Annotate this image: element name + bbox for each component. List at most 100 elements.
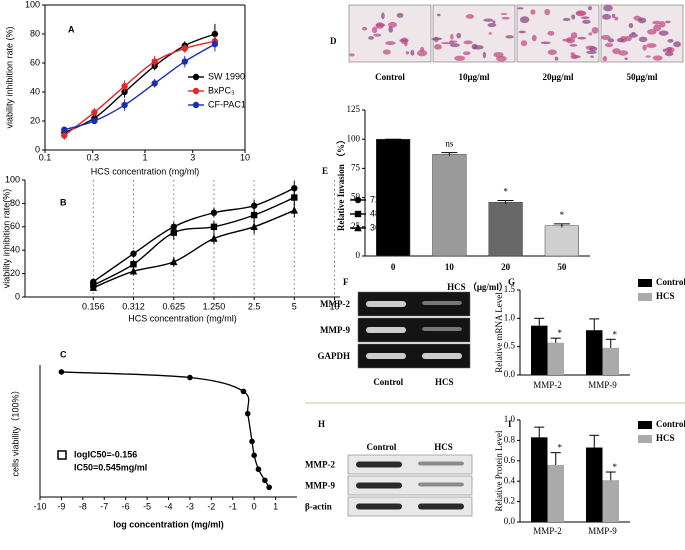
panel-letter: B (60, 197, 67, 207)
y-tick-label: 60 (30, 57, 40, 67)
marker (250, 222, 258, 230)
row-label: MMP-2 (305, 460, 335, 470)
caption: 10μg/ml (458, 72, 490, 82)
x-tick-label: -4 (164, 501, 172, 511)
bar (531, 437, 548, 522)
cell (471, 43, 478, 50)
cell (611, 13, 616, 19)
cell (431, 37, 443, 41)
column-label: HCS (435, 377, 454, 387)
panel-letter: E (322, 166, 328, 176)
y-tick-label: 0.8 (504, 434, 516, 444)
marker (130, 250, 137, 257)
y-tick-label: 0.6 (504, 455, 516, 465)
cell (531, 34, 537, 42)
cell (590, 55, 594, 58)
cell (607, 38, 615, 43)
x-tick-label: 10 (445, 262, 455, 272)
legend-label: BxPC₃ (208, 85, 235, 95)
cell (544, 8, 551, 16)
cell (628, 22, 634, 29)
x-tick-label: 1 (142, 152, 147, 162)
legend-label: HCS (656, 433, 675, 443)
bar (547, 342, 564, 375)
cell (519, 16, 530, 24)
cell (500, 13, 508, 16)
panel-letter: A (68, 24, 75, 34)
cell (662, 48, 667, 52)
cell (416, 49, 428, 57)
y-tick-label: 100 (5, 174, 20, 184)
y-tick-label: 40 (10, 245, 20, 255)
y-tick-label: 25 (351, 221, 361, 231)
x-tick-label: -10 (33, 501, 46, 511)
y-tick-label: 0.0 (504, 369, 516, 379)
marker (291, 194, 298, 201)
band (366, 301, 406, 307)
cell (396, 12, 404, 18)
point (244, 410, 251, 417)
legend-swatch (638, 293, 652, 301)
cell (673, 41, 682, 48)
point (240, 388, 247, 395)
cell (387, 21, 397, 28)
cell (614, 16, 619, 21)
cell (371, 26, 378, 34)
cell (375, 22, 384, 29)
x-tick-label: 0 (252, 501, 257, 511)
bar (432, 154, 467, 257)
y-axis-title: viability inhibition rate(%) (1, 189, 11, 289)
point (187, 374, 193, 381)
x-tick-label: -8 (79, 501, 87, 511)
cell (652, 55, 663, 61)
series-line (92, 187, 295, 283)
cell (487, 23, 497, 28)
cell (562, 17, 571, 22)
cell (575, 11, 587, 16)
marker (151, 80, 158, 87)
cell (448, 40, 454, 45)
cell (454, 55, 466, 61)
marker (91, 109, 98, 116)
x-axis-title: log concentration (mg/ml) (113, 519, 224, 529)
legend-marker (354, 210, 362, 218)
cell (653, 24, 662, 32)
cell (633, 15, 642, 21)
x-tick-label: 0.625 (163, 301, 186, 311)
panel-letter: D (330, 36, 337, 46)
bar (544, 225, 579, 257)
chart-panel: A 0 20 40 60 80 100 0.1 0.3 1 3 10 viability inhibit… (4, 0, 250, 176)
cell (400, 37, 409, 45)
marker (121, 101, 128, 109)
column-label: Control (373, 377, 403, 387)
y-tick-label: 0.2 (504, 496, 515, 506)
cell (547, 49, 557, 55)
significance: * (503, 187, 508, 197)
blot-strip (347, 454, 473, 475)
marker (130, 261, 137, 268)
y-tick-label: 1.0 (504, 312, 516, 322)
panel-letter: G (508, 277, 515, 287)
series-line (92, 196, 295, 286)
row-label: GAPDH (318, 351, 351, 361)
point (266, 484, 272, 491)
cell (385, 41, 396, 46)
cell (368, 36, 374, 40)
marker (181, 58, 188, 65)
cell (562, 38, 572, 42)
marker (211, 30, 219, 38)
marker (170, 257, 178, 266)
x-tick-label: 20 (501, 262, 511, 272)
cell (667, 47, 673, 52)
legend-marker (354, 223, 362, 232)
marker (210, 209, 218, 216)
y-axis-title: viability inhibition rate (%) (4, 26, 14, 128)
cell (587, 6, 593, 11)
y-axis-title: Relative mRNA Level (494, 292, 504, 373)
cell (554, 56, 559, 61)
bar (586, 330, 603, 375)
caption: 20μg/ml (542, 72, 574, 82)
caption: Control (375, 72, 405, 82)
x-axis-title: HCS concentration (mg/ml) (91, 166, 200, 176)
